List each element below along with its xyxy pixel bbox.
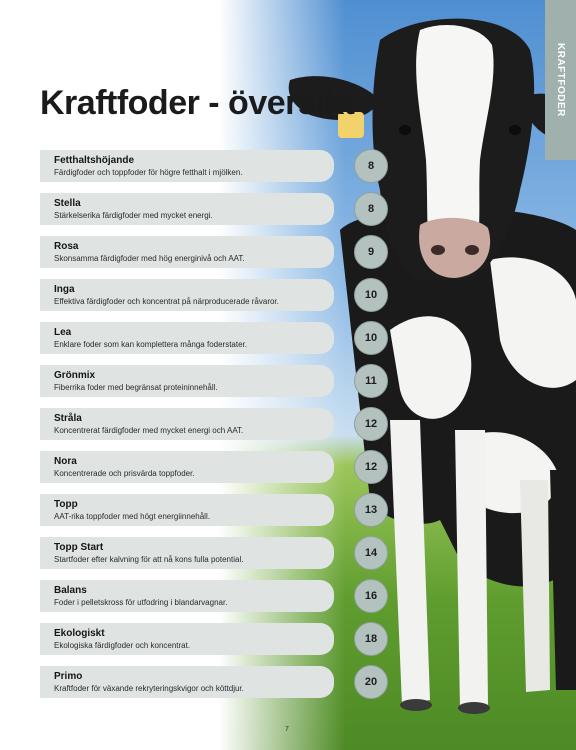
list-item[interactable]: Topp AAT-rika toppfoder med högt energiin… [40, 493, 388, 527]
page-reference-badge[interactable]: 8 [354, 192, 388, 226]
page-reference-badge[interactable]: 9 [354, 235, 388, 269]
list-item-bar: Topp AAT-rika toppfoder med högt energiin… [40, 494, 334, 526]
product-name: Topp Start [54, 542, 104, 553]
product-description: Ekologiska färdigfoder och koncentrat. [54, 641, 191, 650]
list-item[interactable]: Grönmix Fiberrika foder med begränsat pro… [40, 364, 388, 398]
page-reference-badge[interactable]: 18 [354, 622, 388, 656]
product-name: Lea [54, 327, 72, 338]
product-description: Enklare foder som kan komplettera många … [54, 340, 247, 349]
page-number: 7 [285, 726, 289, 733]
product-name: Primo [54, 671, 83, 682]
page-title: Kraftfoder - översikt [40, 84, 355, 122]
product-description: Skonsamma färdigfoder med hög energinivå… [54, 254, 245, 263]
list-item-bar: Rosa Skonsamma färdigfoder med hög energi… [40, 236, 334, 268]
product-name: Balans [54, 585, 87, 596]
section-tab-kraftfoder: KRAFTFODER [545, 0, 576, 160]
product-description: AAT-rika toppfoder med högt energiinnehå… [54, 512, 210, 521]
product-name: Stråla [54, 413, 82, 424]
page-reference-badge[interactable]: 10 [354, 278, 388, 312]
product-name: Fetthaltshöjande [54, 155, 135, 166]
product-description: Stärkelserika färdigfoder med mycket ene… [54, 211, 213, 220]
cow-illustration [288, 18, 576, 714]
page-reference-badge[interactable]: 16 [354, 579, 388, 613]
list-item[interactable]: Topp Start Startfoder efter kalvning för … [40, 536, 388, 570]
list-item[interactable]: Stella Stärkelserika färdigfoder med myck… [40, 192, 388, 226]
page-reference-badge[interactable]: 12 [354, 450, 388, 484]
section-tab-label: KRAFTFODER [555, 43, 566, 117]
product-name: Stella [54, 198, 81, 209]
product-description: Kraftfoder för växande rekryteringskvigo… [54, 684, 244, 693]
feed-overview-list: Fetthaltshöjande Färdigfoder och toppfode… [40, 149, 388, 709]
page-reference-badge[interactable]: 20 [354, 665, 388, 699]
list-item-bar: Fetthaltshöjande Färdigfoder och toppfode… [40, 150, 334, 182]
product-name: Grönmix [54, 370, 96, 381]
list-item[interactable]: Rosa Skonsamma färdigfoder med hög energi… [40, 235, 388, 269]
page-reference-badge[interactable]: 10 [354, 321, 388, 355]
product-description: Färdigfoder och toppfoder för högre fett… [54, 168, 243, 177]
product-description: Effektiva färdigfoder och koncentrat på … [54, 297, 279, 306]
list-item-bar: Balans Foder i pelletskross för utfodring… [40, 580, 334, 612]
product-name: Ekologiskt [54, 628, 105, 639]
list-item[interactable]: Primo Kraftfoder för växande rekryterings… [40, 665, 388, 699]
product-name: Nora [54, 456, 77, 467]
product-name: Inga [54, 284, 75, 295]
list-item[interactable]: Inga Effektiva färdigfoder och koncentrat… [40, 278, 388, 312]
list-item-bar: Nora Koncentrerade och prisvärda toppfode… [40, 451, 334, 483]
product-description: Koncentrerade och prisvärda toppfoder. [54, 469, 195, 478]
page-reference-badge[interactable]: 8 [354, 149, 388, 183]
page-reference-badge[interactable]: 11 [354, 364, 388, 398]
product-description: Foder i pelletskross för utfodring i bla… [54, 598, 228, 607]
product-name: Topp [54, 499, 78, 510]
page-reference-badge[interactable]: 14 [354, 536, 388, 570]
list-item[interactable]: Ekologiskt Ekologiska färdigfoder och kon… [40, 622, 388, 656]
list-item-bar: Lea Enklare foder som kan komplettera mån… [40, 322, 334, 354]
list-item[interactable]: Balans Foder i pelletskross för utfodring… [40, 579, 388, 613]
list-item-bar: Topp Start Startfoder efter kalvning för … [40, 537, 334, 569]
list-item-bar: Grönmix Fiberrika foder med begränsat pro… [40, 365, 334, 397]
list-item-bar: Stella Stärkelserika färdigfoder med myck… [40, 193, 334, 225]
product-description: Startfoder efter kalvning för att nå kon… [54, 555, 244, 564]
list-item-bar: Primo Kraftfoder för växande rekryterings… [40, 666, 334, 698]
product-description: Fiberrika foder med begränsat proteininn… [54, 383, 218, 392]
page-reference-badge[interactable]: 12 [354, 407, 388, 441]
list-item-bar: Inga Effektiva färdigfoder och koncentrat… [40, 279, 334, 311]
list-item[interactable]: Stråla Koncentrerat färdigfoder med mycke… [40, 407, 388, 441]
list-item[interactable]: Lea Enklare foder som kan komplettera mån… [40, 321, 388, 355]
list-item-bar: Stråla Koncentrerat färdigfoder med mycke… [40, 408, 334, 440]
product-description: Koncentrerat färdigfoder med mycket ener… [54, 426, 244, 435]
list-item[interactable]: Nora Koncentrerade och prisvärda toppfode… [40, 450, 388, 484]
page-reference-badge[interactable]: 13 [354, 493, 388, 527]
list-item[interactable]: Fetthaltshöjande Färdigfoder och toppfode… [40, 149, 388, 183]
list-item-bar: Ekologiskt Ekologiska färdigfoder och kon… [40, 623, 334, 655]
product-name: Rosa [54, 241, 79, 252]
